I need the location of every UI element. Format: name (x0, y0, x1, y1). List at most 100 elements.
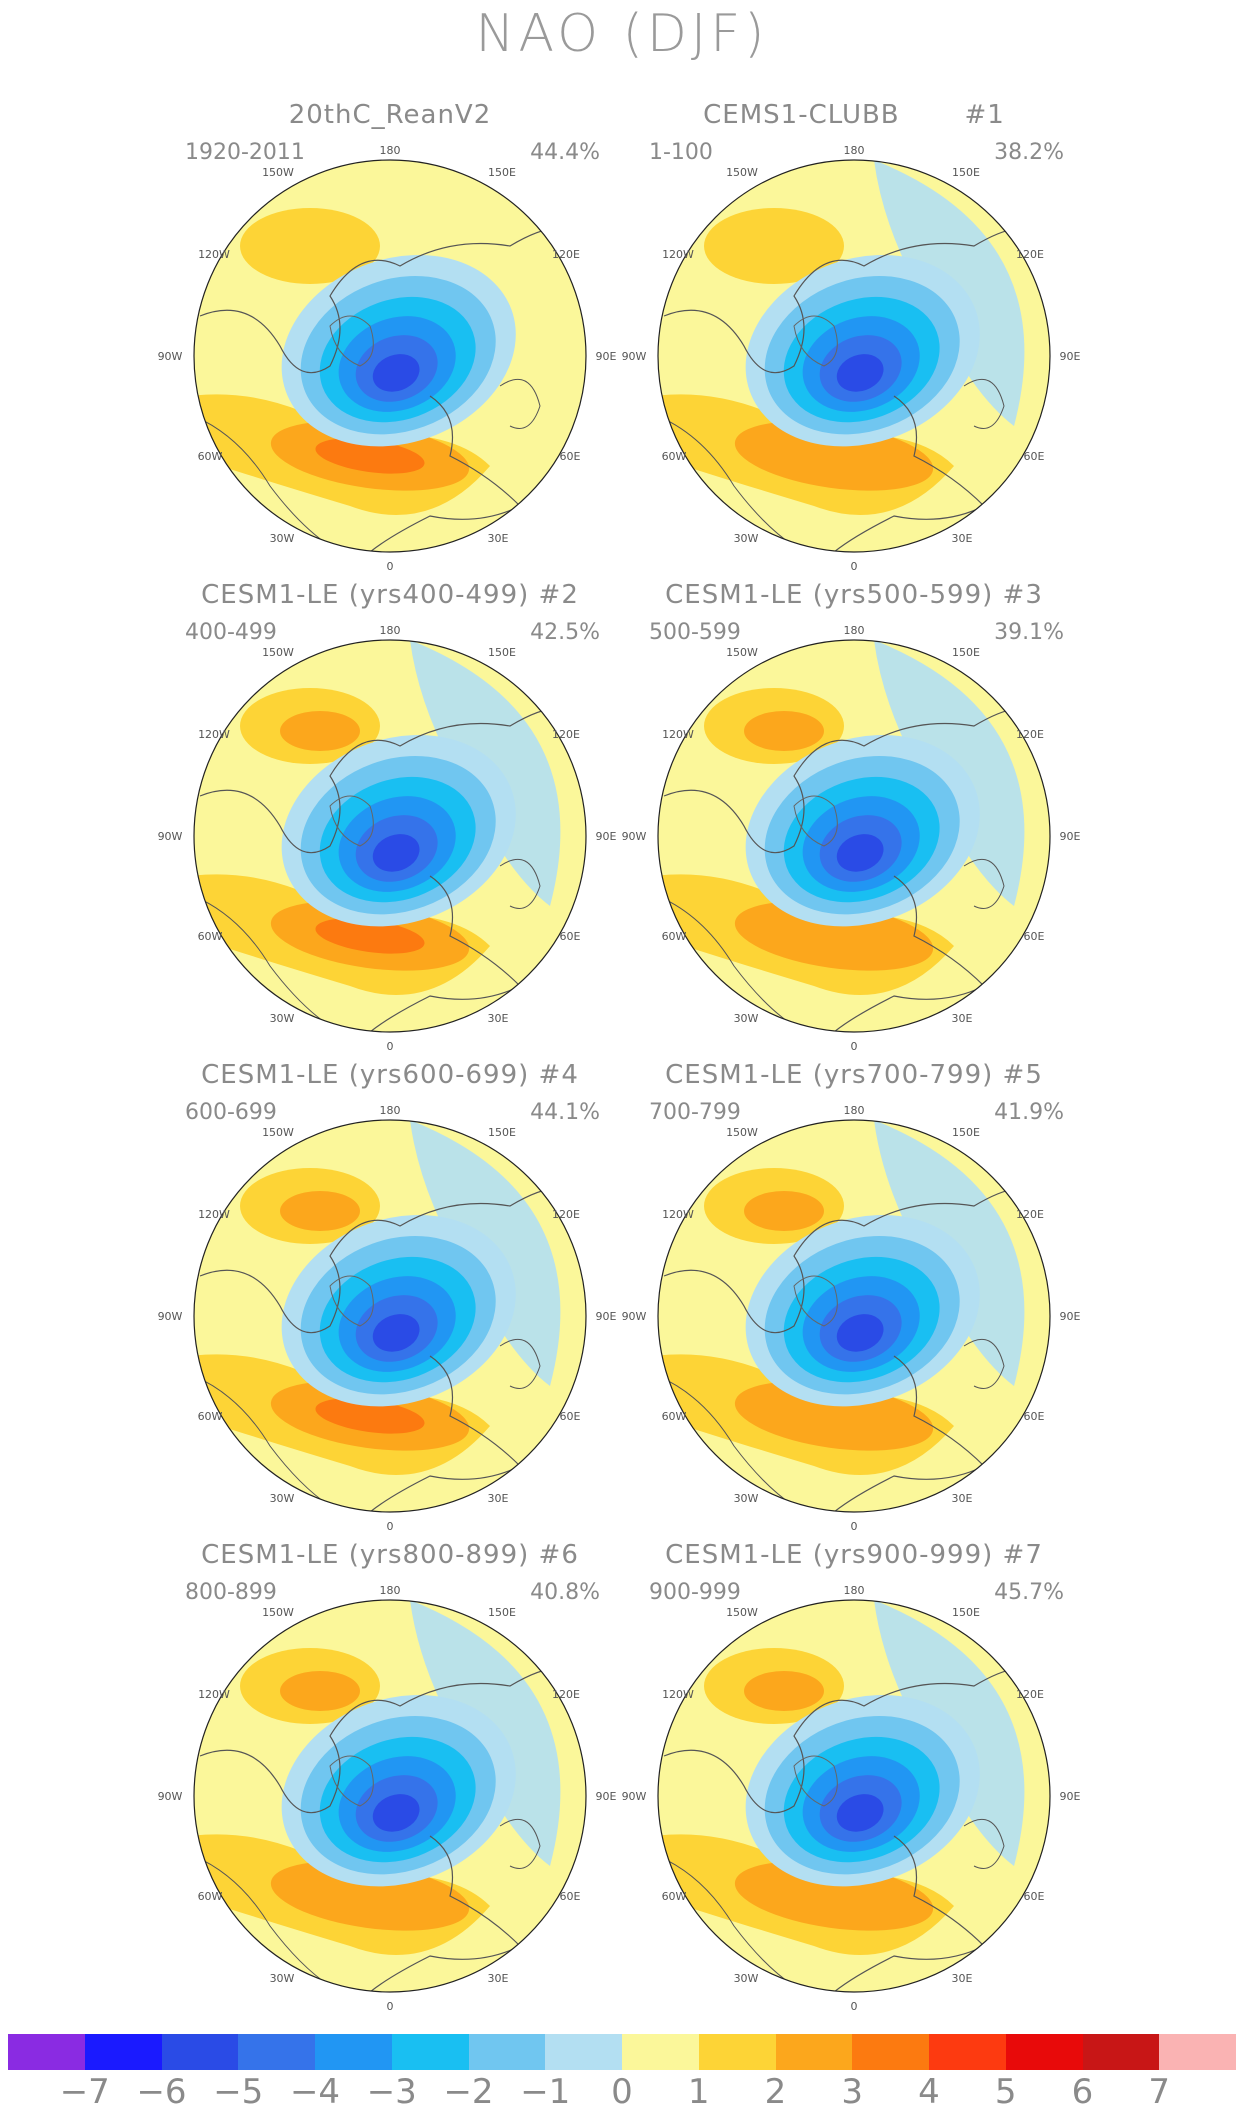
longitude-label: 150W (262, 646, 294, 659)
longitude-label: 60W (662, 450, 687, 463)
longitude-label: 180 (844, 1584, 865, 1597)
colorbar-cell (1082, 2034, 1160, 2070)
longitude-label: 150E (952, 646, 980, 659)
longitude-label: 0 (851, 1040, 858, 1053)
panel-title: CESM1-LE (yrs900-999) #7 (665, 1540, 1043, 1570)
longitude-label: 150W (726, 646, 758, 659)
longitude-label: 120E (1016, 728, 1044, 741)
polar-map: 180 150W 150E 120W 120E 90W 90E 60W 60E 30W 30E 0 (158, 144, 617, 573)
longitude-label: 120E (1016, 1208, 1044, 1221)
longitude-label: 150E (952, 1606, 980, 1619)
longitude-label: 90W (622, 830, 647, 843)
panel-variance-percent: 40.8% (530, 1580, 600, 1605)
longitude-label: 180 (844, 1104, 865, 1117)
map-panel: CESM1-LE (yrs900-999) #7 900-999 45.7% 180 1… (594, 1540, 1114, 2020)
colorbar-labels: −7 −6 −5 −4 −3 −2 −1 0 1 2 3 4 5 6 7 (8, 2072, 1236, 2112)
longitude-label: 60W (662, 1410, 687, 1423)
longitude-label: 0 (387, 1520, 394, 1533)
panel-title: CEMS1-CLUBB #1 (703, 100, 1005, 130)
longitude-label: 120E (552, 728, 580, 741)
map-panel: CESM1-LE (yrs400-499) #2 400-499 42.5% 180 1… (130, 580, 650, 1060)
longitude-label: 30W (734, 532, 759, 545)
longitude-label: 60W (662, 930, 687, 943)
longitude-label: 30W (270, 1972, 295, 1985)
longitude-label: 30E (952, 1972, 973, 1985)
longitude-label: 120W (662, 1208, 694, 1221)
colorbar-cell (161, 2034, 239, 2070)
colorbar-tick-label: 0 (611, 2072, 633, 2112)
longitude-label: 120W (198, 1688, 230, 1701)
colorbar-cell (8, 2034, 85, 2070)
longitude-label: 60E (1024, 930, 1045, 943)
longitude-label: 150W (726, 166, 758, 179)
longitude-label: 30E (488, 1972, 509, 1985)
colorbar-tick-label: 7 (1148, 2072, 1171, 2112)
longitude-label: 90E (1060, 350, 1081, 363)
longitude-label: 150E (488, 1606, 516, 1619)
longitude-label: 90E (596, 1310, 617, 1323)
panel-years: 1920-2011 (185, 140, 305, 165)
panel-title: CESM1-LE (yrs800-899) #6 (201, 1540, 579, 1570)
colorbar-tick-label: −6 (136, 2072, 187, 2112)
longitude-label: 120E (1016, 248, 1044, 261)
longitude-label: 30E (952, 532, 973, 545)
longitude-label: 60E (1024, 450, 1045, 463)
longitude-label: 90E (1060, 1310, 1081, 1323)
longitude-label: 120W (662, 248, 694, 261)
panel-years: 800-899 (185, 1580, 277, 1605)
panel-title: CESM1-LE (yrs700-799) #5 (665, 1060, 1043, 1090)
longitude-label: 60E (560, 1890, 581, 1903)
longitude-label: 30E (952, 1492, 973, 1505)
colorbar-tick-label: −4 (289, 2072, 341, 2112)
longitude-label: 60E (560, 450, 581, 463)
colorbar-tick-label: 1 (687, 2072, 710, 2112)
colorbar-tick-label: −1 (520, 2072, 571, 2112)
panel-variance-percent: 45.7% (994, 1580, 1064, 1605)
panel-years: 700-799 (649, 1100, 741, 1125)
panel-title: CESM1-LE (yrs500-599) #3 (665, 580, 1043, 610)
polar-map: 180 150W 150E 120W 120E 90W 90E 60W 60E 30W 30E 0 (158, 1584, 617, 2013)
longitude-label: 0 (851, 560, 858, 573)
colorbar-cell (238, 2034, 315, 2070)
map-panel: CESM1-LE (yrs700-799) #5 700-799 41.9% 180 1… (594, 1060, 1114, 1540)
longitude-label: 30W (270, 1012, 295, 1025)
longitude-label: 60E (560, 930, 581, 943)
polar-map: 180 150W 150E 120W 120E 90W 90E 60W 60E 30W 30E 0 (622, 1104, 1081, 1533)
longitude-label: 30E (488, 1012, 509, 1025)
colorbar-tick-label: −2 (443, 2072, 494, 2112)
polar-map: 180 150W 150E 120W 120E 90W 90E 60W 60E 30W 30E 0 (158, 624, 617, 1053)
longitude-label: 30W (734, 1972, 759, 1985)
longitude-label: 150E (952, 1126, 980, 1139)
longitude-label: 180 (844, 144, 865, 157)
longitude-label: 60W (198, 930, 223, 943)
longitude-label: 150W (726, 1126, 758, 1139)
longitude-label: 150E (488, 1126, 516, 1139)
longitude-label: 0 (387, 560, 394, 573)
longitude-label: 180 (380, 144, 401, 157)
longitude-label: 120E (552, 1688, 580, 1701)
longitude-label: 180 (380, 624, 401, 637)
longitude-label: 60E (1024, 1410, 1045, 1423)
panel-title: CESM1-LE (yrs400-499) #2 (201, 580, 579, 610)
colorbar-cell (1005, 2034, 1083, 2070)
longitude-label: 30E (488, 532, 509, 545)
longitude-label: 30E (488, 1492, 509, 1505)
longitude-label: 90W (158, 350, 183, 363)
polar-map: 180 150W 150E 120W 120E 90W 90E 60W 60E 30W 30E 0 (622, 144, 1081, 573)
panel-years: 400-499 (185, 620, 277, 645)
map-panel: CESM1-LE (yrs500-599) #3 500-599 39.1% 180 1… (594, 580, 1114, 1060)
map-panel: CESM1-LE (yrs600-699) #4 600-699 44.1% 180 1… (130, 1060, 650, 1540)
polar-map: 180 150W 150E 120W 120E 90W 90E 60W 60E 30W 30E 0 (158, 1104, 617, 1533)
longitude-label: 90E (1060, 1790, 1081, 1803)
longitude-label: 150W (262, 1126, 294, 1139)
panel-years: 600-699 (185, 1100, 277, 1125)
longitude-label: 30W (734, 1012, 759, 1025)
longitude-label: 60E (560, 1410, 581, 1423)
longitude-label: 90W (158, 1790, 183, 1803)
colorbar-cell (315, 2034, 392, 2070)
colorbar-tick-label: −5 (213, 2072, 264, 2112)
longitude-label: 60E (1024, 1890, 1045, 1903)
panel-variance-percent: 44.1% (530, 1100, 600, 1125)
colorbar-cell (84, 2034, 162, 2070)
longitude-label: 60W (198, 450, 223, 463)
